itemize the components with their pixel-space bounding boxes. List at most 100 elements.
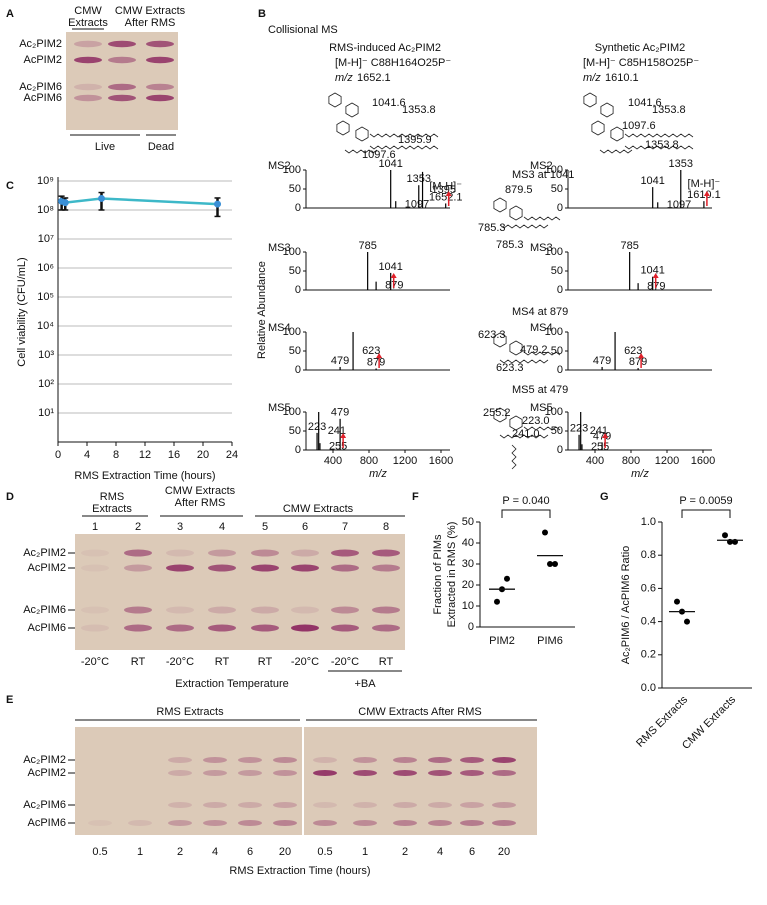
fragment-label: 1353.8 [652, 104, 686, 116]
band [251, 549, 279, 557]
panel-label: B [258, 8, 266, 20]
spectrum-title: MS5 [530, 402, 553, 414]
band [331, 564, 359, 572]
mz-label: m/z [335, 72, 353, 84]
y-tick-label: 0.8 [641, 549, 656, 561]
band [208, 624, 236, 632]
band [331, 624, 359, 632]
y-tick-label: 0.0 [641, 682, 656, 694]
x-tick-label: 12 [139, 449, 151, 461]
peak-label: 255 [591, 441, 609, 453]
group-label: Live [95, 141, 115, 153]
dot [547, 561, 553, 567]
structure-chain [624, 145, 694, 150]
band-label: AcPIM6 [23, 92, 62, 104]
band [492, 770, 516, 776]
peak-annotation: [M-H]⁻ [688, 178, 721, 190]
dot [674, 598, 680, 605]
x-tick-label: 1600 [691, 455, 715, 467]
y-tick-label: 0.6 [641, 582, 656, 594]
band [124, 624, 152, 632]
x-tick-label: PIM6 [537, 635, 563, 647]
tlc-plate [75, 727, 537, 835]
x-tick-label: 20 [197, 449, 209, 461]
y-tick-label: 50 [462, 516, 474, 528]
fragment-label: 255.2 [483, 407, 511, 419]
time-label: 20 [279, 846, 291, 858]
peak-label: 1610.1 [687, 189, 721, 201]
temperature-label: RT [131, 656, 146, 668]
band [208, 564, 236, 572]
band [273, 802, 297, 808]
band [146, 56, 174, 64]
ms-title: MS3 at 1041 [512, 169, 574, 181]
x-tick-label: 16 [168, 449, 180, 461]
y-tick-label: 0 [295, 202, 301, 214]
band [372, 606, 400, 614]
band [251, 606, 279, 614]
fragment-label: 223.0 [522, 415, 550, 427]
band [238, 757, 262, 763]
y-tick-label: 1.0 [641, 516, 656, 528]
structure-ring [493, 332, 507, 348]
band [313, 802, 337, 808]
y-tick-label: 0 [557, 202, 563, 214]
band [168, 802, 192, 808]
peak-label: 479 [593, 355, 611, 367]
band [168, 770, 192, 776]
structure-ring [493, 407, 507, 423]
y-tick-label: 0 [468, 621, 474, 633]
peak-label: 1097 [667, 199, 691, 211]
peak-label: 1041 [378, 158, 402, 170]
precursor-arrowhead [703, 191, 710, 196]
band [492, 757, 516, 763]
band-label: AcPIM2 [23, 54, 62, 66]
y-tick-label: 0.4 [641, 616, 656, 628]
peak-label: 1041 [640, 175, 664, 187]
band [460, 757, 484, 763]
lane-number: 4 [219, 521, 225, 533]
time-label: 0.5 [92, 846, 107, 858]
panel-label: C [6, 180, 14, 192]
lane-header: CMW Extracts After RMS [358, 706, 481, 718]
peak-label: 623 [624, 345, 642, 357]
dot [504, 575, 510, 582]
p-value: P = 0.0059 [679, 495, 732, 507]
plate-gap [302, 727, 304, 835]
y-tick-label: 0 [557, 364, 563, 376]
p-value: P = 0.040 [502, 495, 549, 507]
y-tick-label: 10⁸ [37, 204, 54, 216]
band [393, 820, 417, 826]
x-tick-label: 1200 [393, 455, 417, 467]
band-label: AcPIM6 [27, 817, 66, 829]
panel-title: Collisional MS [268, 24, 338, 36]
ms-title: RMS-induced Ac₂PIM2 [329, 42, 441, 54]
band [428, 770, 452, 776]
band [203, 770, 227, 776]
time-label: 6 [247, 846, 253, 858]
band [124, 606, 152, 614]
peak-label: 1353 [407, 173, 431, 185]
peak-label: 241 [328, 425, 346, 437]
lane-number: 7 [342, 521, 348, 533]
y-tick-label: 50 [289, 265, 301, 277]
band [313, 757, 337, 763]
band [168, 820, 192, 826]
structure-ring [509, 205, 523, 221]
band [81, 564, 109, 572]
y-tick-label: 0 [557, 284, 563, 296]
structure-ring [336, 120, 350, 136]
mz-value: 1652.1 [357, 72, 391, 84]
ms-title: Synthetic Ac₂PIM2 [595, 42, 685, 54]
group-label: Dead [148, 141, 174, 153]
band-label: Ac₂PIM2 [23, 754, 66, 766]
fragment-label: 785.3 [478, 222, 506, 234]
x-tick-label: 4 [84, 449, 90, 461]
structure-chain [369, 133, 439, 138]
structure-chain [369, 145, 439, 150]
fragment-label: 1353.8 [645, 139, 679, 151]
time-label: 1 [137, 846, 143, 858]
band [146, 83, 174, 91]
y-tick-label: 10² [38, 378, 54, 390]
y-tick-label: 100 [283, 246, 301, 258]
